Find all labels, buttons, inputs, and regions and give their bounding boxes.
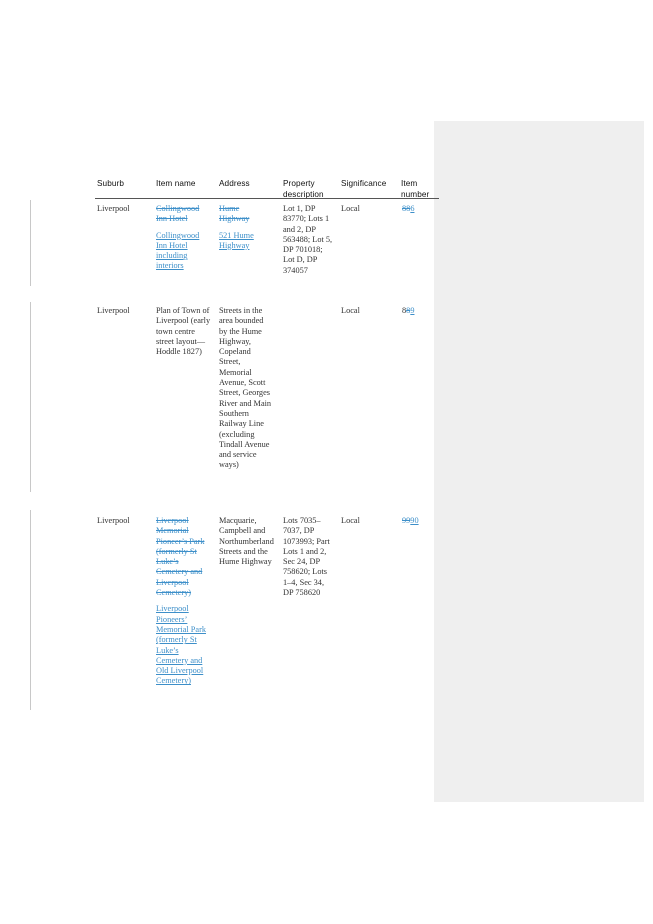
row2-address: Streets in the area bounded by the Hume … — [219, 306, 272, 470]
header-property-description: Property description — [283, 179, 324, 199]
row3-item-name-inserted[interactable]: Liverpool Pioneers’ Memorial Park (forme… — [156, 604, 207, 686]
header-address: Address — [219, 179, 250, 188]
row3-property-description: Lots 7035–7037, DP 1073993; Part Lots 1 … — [283, 516, 330, 598]
row3-item-number-inserted[interactable]: 90 — [410, 516, 419, 525]
header-significance: Significance — [341, 179, 387, 188]
row2-item-number: 889 — [402, 306, 415, 315]
row1-item-name-inserted[interactable]: Collingwood Inn Hotel including interior… — [156, 230, 200, 271]
row3-address: Macquarie, Campbell and Northumberland S… — [219, 516, 274, 567]
row1-significance: Local — [341, 204, 360, 213]
row1-address-deleted: Hume Highway — [219, 204, 250, 224]
row1-address-inserted[interactable]: 521 Hume Highway — [219, 230, 254, 250]
comment-pane — [434, 121, 644, 802]
row1-item-number-inserted[interactable]: 6 — [410, 204, 415, 213]
header-item-name: Item name — [156, 179, 196, 188]
row2-item-number-inserted[interactable]: 9 — [410, 306, 415, 315]
row1-item-number: 886 — [402, 204, 415, 213]
row3-item-number: 9990 — [402, 516, 436, 526]
row1-property-description: Lot 1, DP 83770; Lots 1 and 2, DP 563488… — [283, 204, 333, 275]
row3-suburb: Liverpool — [97, 516, 130, 525]
change-bar — [30, 302, 31, 492]
row3-item-name: Liverpool Memorial Pioneer’s Park (forme… — [156, 516, 212, 687]
change-bar — [30, 200, 31, 286]
header-suburb: Suburb — [97, 179, 125, 188]
row1-address: Hume Highway 521 Hume Highway — [219, 204, 271, 251]
row3-item-name-deleted: Liverpool Memorial Pioneer’s Park (forme… — [156, 516, 205, 598]
row1-item-name-deleted: Collingwood Inn Hotel — [156, 204, 200, 224]
row3-item-number-deleted: 99 — [402, 516, 411, 525]
row2-item-number-deleted: 8 — [406, 306, 411, 315]
row2-suburb: Liverpool — [97, 306, 130, 315]
header-item-number: Item number — [401, 179, 430, 199]
row1-item-number-deleted: 8 — [402, 204, 407, 213]
header-rule — [95, 198, 439, 199]
row3-significance: Local — [341, 516, 360, 525]
row2-item-name: Plan of Town of Liverpool (early town ce… — [156, 306, 211, 357]
row1-item-name: Collingwood Inn Hotel Collingwood Inn Ho… — [156, 204, 208, 272]
row1-suburb: Liverpool — [97, 204, 130, 213]
change-bar — [30, 510, 31, 710]
row2-significance: Local — [341, 306, 360, 315]
